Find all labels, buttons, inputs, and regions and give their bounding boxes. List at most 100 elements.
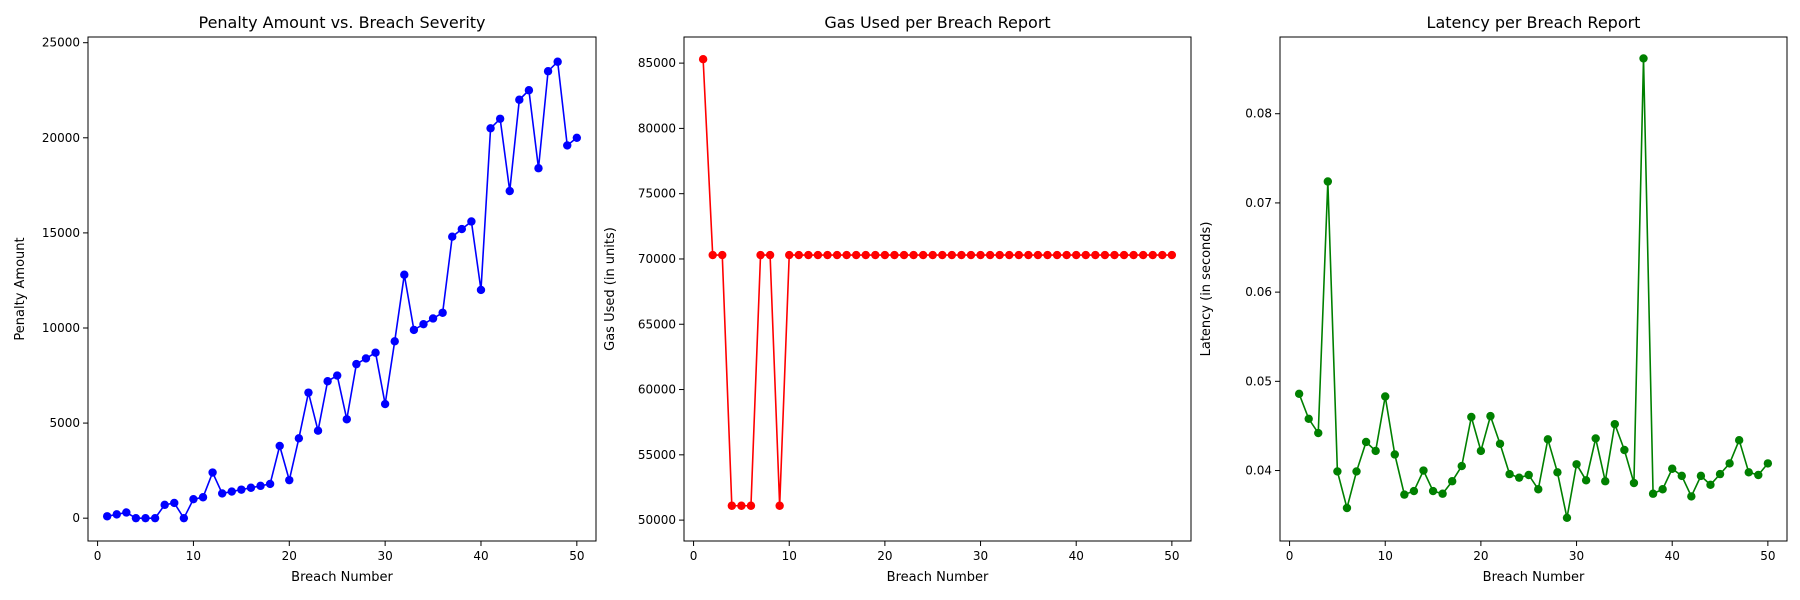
- y-axis-label: Latency (in seconds): [1199, 222, 1214, 357]
- data-point: [1438, 489, 1447, 498]
- data-point: [1072, 250, 1081, 260]
- data-point: [1428, 486, 1438, 496]
- x-tick-label: 10: [782, 549, 797, 563]
- y-tick-label: 0.08: [1245, 107, 1272, 121]
- data-point: [909, 250, 918, 260]
- data-point: [304, 388, 313, 397]
- y-tick-label: 50000: [638, 513, 676, 527]
- chart-title: Gas Used per Breach Report: [824, 13, 1050, 32]
- data-point: [1294, 389, 1304, 399]
- data-point: [1323, 177, 1333, 186]
- data-point: [1725, 459, 1734, 468]
- data-point: [1514, 473, 1524, 482]
- x-tick-label: 30: [973, 549, 988, 563]
- data-point: [1052, 250, 1062, 260]
- data-point: [1581, 476, 1591, 485]
- data-point: [495, 114, 505, 123]
- data-point: [1687, 492, 1696, 501]
- data-point: [765, 250, 775, 260]
- plot-area-frame: [87, 36, 597, 542]
- data-point: [813, 250, 823, 260]
- data-point: [534, 164, 543, 173]
- data-point: [708, 250, 717, 260]
- data-point: [1043, 250, 1052, 260]
- data-point: [1658, 485, 1667, 494]
- data-point: [1629, 478, 1639, 488]
- data-point: [1014, 250, 1024, 260]
- x-tick-label: 20: [1473, 549, 1488, 563]
- data-point: [390, 337, 399, 346]
- x-tick-label: 40: [1665, 549, 1680, 563]
- data-point: [928, 250, 937, 260]
- data-point: [553, 57, 562, 66]
- data-point: [976, 250, 985, 260]
- series-line: [1298, 58, 1769, 518]
- plot-area-frame: [1279, 36, 1788, 542]
- data-point: [428, 314, 438, 323]
- data-point: [246, 483, 256, 492]
- y-tick-label: 70000: [638, 252, 676, 266]
- data-point: [1167, 250, 1177, 260]
- data-point: [400, 270, 409, 279]
- data-point: [285, 475, 294, 485]
- chart-panel-3: Latency per Breach Report 0 10 20 30 40 50 0.04…: [1199, 13, 1788, 585]
- data-point: [1696, 471, 1706, 481]
- chart-title: Penalty Amount vs. Breach Severity: [198, 13, 485, 32]
- data-point: [409, 325, 419, 335]
- data-point: [1648, 489, 1658, 498]
- data-point: [141, 513, 150, 523]
- data-point: [1706, 480, 1715, 489]
- data-point: [1129, 250, 1138, 260]
- data-point: [122, 508, 131, 517]
- y-tick-label: 0: [72, 511, 80, 525]
- data-point: [476, 285, 486, 295]
- data-point: [1754, 470, 1763, 480]
- data-point: [294, 434, 304, 443]
- x-axis-label: Breach Number: [291, 570, 393, 585]
- data-point: [880, 250, 890, 260]
- chart-panel-2: Gas Used per Breach Report 0 10 20 30 40 50 500…: [603, 13, 1192, 585]
- x-tick-label: 50: [1760, 549, 1775, 563]
- y-axis-label: Penalty Amount: [13, 237, 28, 340]
- y-tick-label: 65000: [638, 317, 676, 331]
- x-tick-label: 10: [1378, 549, 1393, 563]
- data-point: [1553, 468, 1562, 477]
- data-point: [1639, 54, 1648, 63]
- y-tick-label: 5000: [49, 416, 80, 430]
- data-point: [899, 250, 909, 260]
- data-point: [851, 250, 861, 260]
- data-point: [217, 489, 227, 498]
- y-tick-label: 75000: [638, 187, 676, 201]
- data-point: [1591, 434, 1600, 443]
- x-tick-label: 0: [690, 549, 698, 563]
- data-point: [371, 348, 380, 357]
- data-point: [1314, 428, 1323, 438]
- data-point: [275, 441, 284, 451]
- data-point: [746, 501, 756, 510]
- data-point: [1524, 470, 1533, 480]
- data-point: [985, 250, 995, 260]
- data-point: [313, 426, 323, 435]
- data-point: [1158, 250, 1167, 260]
- data-point: [515, 95, 524, 104]
- data-point: [572, 133, 582, 142]
- x-tick-label: 0: [1286, 549, 1294, 563]
- x-tick-label: 50: [1164, 549, 1179, 563]
- data-point: [505, 186, 514, 196]
- data-point: [794, 250, 803, 260]
- data-point: [1091, 250, 1100, 260]
- data-point: [1371, 446, 1380, 456]
- data-point: [438, 308, 447, 317]
- data-point: [1562, 513, 1572, 523]
- data-point: [467, 217, 476, 226]
- data-point: [823, 250, 832, 260]
- data-point: [256, 481, 265, 491]
- data-point: [756, 250, 765, 260]
- data-point: [918, 250, 928, 260]
- x-axis-label: Breach Number: [1483, 570, 1585, 585]
- data-point: [804, 250, 813, 260]
- data-point: [1352, 467, 1361, 476]
- x-tick-label: 40: [1069, 549, 1084, 563]
- data-point: [1620, 445, 1629, 455]
